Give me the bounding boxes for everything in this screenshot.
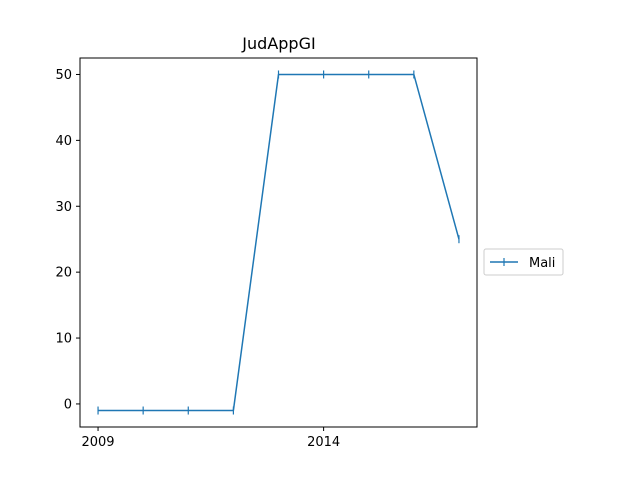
legend-box — [483, 248, 564, 276]
legend: Mali — [483, 248, 564, 276]
legend-label-mali: Mali — [529, 256, 555, 271]
series-line-mali — [98, 73, 460, 412]
chart-title: JudAppGI — [241, 34, 315, 53]
y-tick-label: 50 — [55, 68, 72, 83]
series-layer — [97, 70, 460, 415]
x-tick-label: 2009 — [81, 435, 114, 450]
y-axis-ticks: 0 10 20 30 40 50 — [55, 68, 80, 412]
y-tick-label: 0 — [64, 397, 72, 412]
y-tick-label: 30 — [55, 200, 72, 215]
x-tick-label: 2014 — [307, 435, 340, 450]
y-tick-label: 40 — [55, 134, 72, 149]
y-tick-label: 20 — [55, 266, 72, 281]
plot-area-frame — [79, 57, 478, 428]
x-axis-ticks: 2009 2014 — [81, 427, 340, 450]
y-tick-label: 10 — [55, 332, 72, 347]
